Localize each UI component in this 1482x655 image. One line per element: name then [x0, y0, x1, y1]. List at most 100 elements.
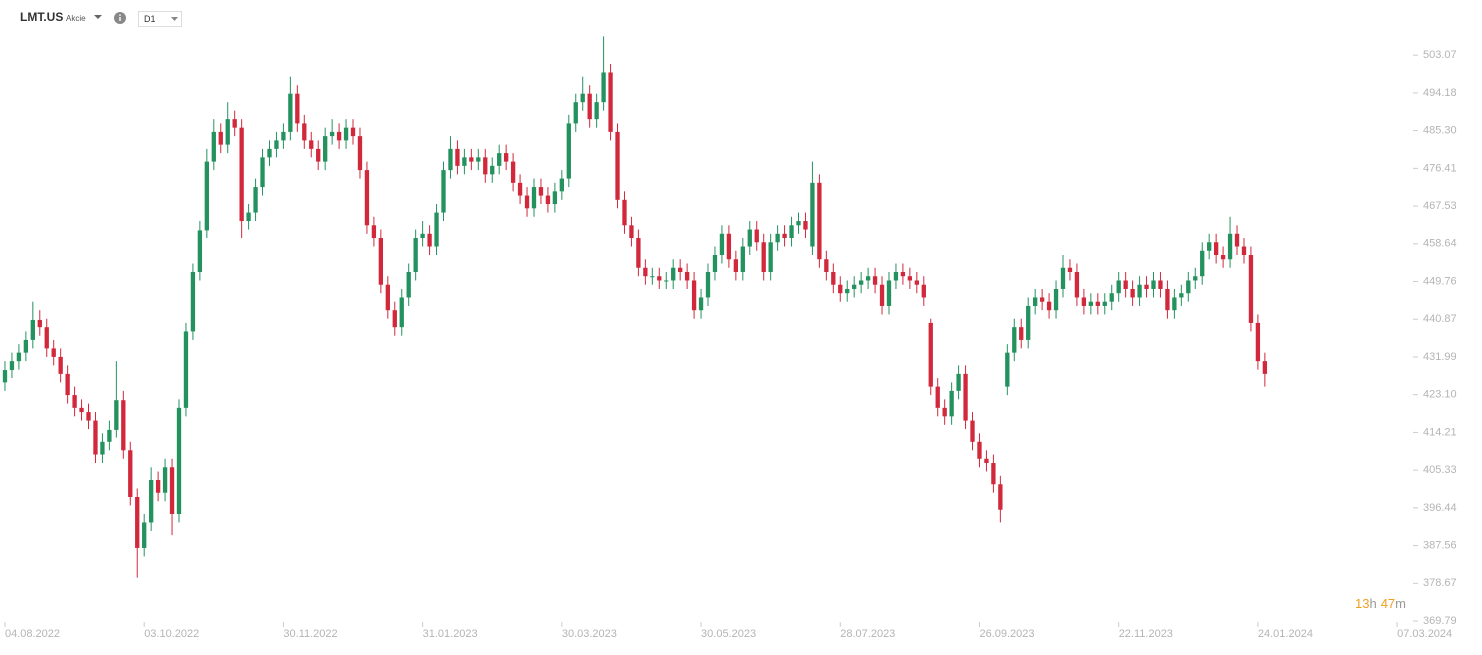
- candle-body: [942, 407, 947, 417]
- candle-body: [998, 484, 1003, 510]
- candle-body: [1241, 246, 1247, 256]
- y-tick-label: 485.30: [1423, 125, 1457, 137]
- candle-body: [1130, 288, 1135, 298]
- candle-body: [232, 119, 237, 128]
- y-tick-label: 369.79: [1423, 615, 1457, 627]
- candle-body: [1262, 361, 1268, 374]
- candle-body: [114, 400, 119, 430]
- candle-body: [928, 322, 933, 387]
- candle-body: [148, 480, 154, 523]
- info-icon-stem: [119, 17, 121, 21]
- candle-body: [343, 127, 349, 141]
- y-tick-label: 476.41: [1423, 162, 1457, 174]
- candle-body: [775, 233, 780, 243]
- candle-body: [169, 467, 175, 514]
- candle-body: [1151, 280, 1156, 289]
- candle-body: [329, 131, 335, 137]
- candle-body: [643, 267, 648, 277]
- symbol[interactable]: LMT.US: [20, 10, 63, 24]
- candle-body: [796, 221, 801, 226]
- countdown: 13h 47m: [1355, 596, 1406, 611]
- candle-body: [824, 259, 829, 272]
- candle-body: [956, 373, 961, 391]
- candle-body: [1200, 250, 1205, 277]
- candle-body: [991, 463, 996, 485]
- candle-body: [684, 271, 690, 281]
- candle-body: [622, 199, 627, 226]
- candle-body: [1005, 352, 1010, 387]
- candle-body: [100, 441, 105, 455]
- candle-body: [657, 276, 662, 281]
- candle-body: [629, 225, 634, 239]
- candle-body: [128, 450, 133, 497]
- candle-body: [671, 267, 676, 281]
- candle-body: [364, 170, 370, 226]
- candle-body: [914, 280, 919, 285]
- candle-body: [1060, 267, 1066, 289]
- candle-body: [601, 72, 606, 103]
- candle-body: [1172, 297, 1177, 311]
- candle-body: [1248, 255, 1254, 323]
- y-tick-label: 449.76: [1423, 275, 1457, 287]
- candle-body: [142, 522, 147, 548]
- candle-body: [664, 280, 669, 282]
- timeframe-select[interactable]: [138, 11, 182, 27]
- y-tick-label: 387.56: [1423, 539, 1457, 551]
- candle-body: [288, 93, 293, 132]
- candle-body: [970, 420, 975, 442]
- candle-body: [531, 187, 537, 209]
- x-tick-label: 31.01.2023: [423, 628, 478, 640]
- candle-body: [274, 140, 279, 149]
- candle-body: [350, 127, 356, 137]
- candle-body: [427, 233, 432, 247]
- candle-body: [921, 284, 926, 298]
- y-tick-label: 414.21: [1423, 426, 1457, 438]
- candle-body: [691, 280, 697, 311]
- candle-body: [900, 271, 906, 277]
- x-tick-label: 03.10.2022: [144, 628, 199, 640]
- candle-body: [580, 93, 585, 103]
- candle-body: [559, 178, 564, 192]
- candle-body: [378, 238, 384, 285]
- y-tick-label: 458.64: [1423, 238, 1457, 250]
- candle-body: [879, 284, 885, 306]
- candle-body: [845, 288, 850, 294]
- candle-body: [93, 420, 98, 455]
- candle-body: [455, 148, 460, 166]
- y-tick-label: 378.67: [1423, 577, 1457, 589]
- candle-body: [886, 280, 892, 306]
- candle-body: [858, 280, 864, 285]
- candle-body: [705, 271, 711, 298]
- candle-body: [267, 148, 272, 158]
- candle-body: [893, 271, 899, 281]
- candle-body: [768, 242, 773, 272]
- timeframe: D1: [144, 14, 156, 24]
- candle-body: [726, 233, 732, 260]
- candle-body: [1234, 233, 1240, 247]
- candle-body: [545, 195, 551, 205]
- candle-body: [253, 187, 258, 213]
- candle-body: [204, 161, 209, 231]
- candle-body: [1158, 280, 1163, 289]
- candle-body: [30, 319, 35, 340]
- candle-body: [399, 297, 404, 328]
- candle-body: [51, 348, 56, 357]
- candle-body: [754, 229, 759, 243]
- candle-body: [573, 102, 578, 124]
- candle-body: [803, 221, 808, 230]
- candle-body: [1137, 284, 1142, 298]
- candle-body: [483, 157, 488, 175]
- candle-body: [225, 119, 230, 145]
- candle-body: [524, 195, 530, 209]
- y-tick-label: 440.87: [1423, 313, 1457, 325]
- symbol-dropdown[interactable]: [94, 15, 102, 19]
- candle-body: [183, 331, 189, 408]
- x-tick-label: 30.03.2023: [562, 628, 617, 640]
- candle-body: [357, 136, 363, 171]
- candle-body: [872, 276, 878, 285]
- candle-body: [719, 233, 725, 256]
- candle-body: [162, 467, 168, 493]
- candle-body: [1088, 301, 1094, 306]
- candle-body: [678, 267, 683, 272]
